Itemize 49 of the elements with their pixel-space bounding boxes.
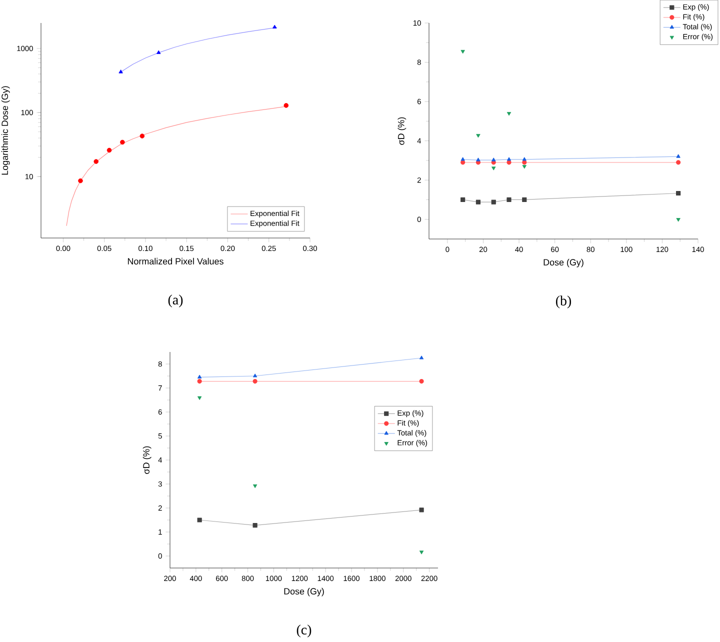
point [676, 154, 680, 158]
point [284, 103, 289, 108]
point [506, 112, 512, 116]
y-axis-title: σD (%) [398, 117, 406, 145]
x-axis-title: Dose (Gy) [544, 258, 584, 268]
point [460, 157, 465, 161]
point [506, 157, 512, 161]
text: (c) [296, 624, 312, 638]
point [491, 200, 496, 204]
point [522, 157, 526, 161]
y-axis-title: σD (%) [142, 446, 152, 474]
point [476, 134, 480, 138]
text: (b) [556, 296, 572, 308]
point [197, 518, 202, 522]
point [420, 356, 424, 360]
point [198, 374, 202, 379]
point [419, 378, 424, 384]
point [676, 218, 680, 222]
point [252, 378, 258, 384]
point [676, 190, 681, 196]
point [419, 508, 424, 512]
point [460, 50, 465, 54]
x-axis-title: Dose (Gy) [284, 588, 324, 596]
point [506, 197, 512, 202]
point [197, 378, 202, 384]
point [118, 70, 123, 74]
point [140, 134, 145, 138]
point [522, 165, 526, 169]
point [492, 158, 496, 162]
point [476, 200, 481, 204]
point [460, 197, 466, 202]
point [492, 166, 496, 170]
point [676, 160, 681, 165]
point [156, 50, 161, 54]
text: (a) [168, 294, 183, 308]
point [252, 522, 258, 528]
point [476, 158, 480, 162]
point [197, 396, 202, 400]
point [252, 484, 258, 488]
point [419, 550, 424, 554]
point [253, 374, 258, 378]
y-axis-title: Logarithmic Dose (Gy) [1, 86, 10, 175]
point [272, 24, 277, 28]
point [78, 178, 83, 184]
point [120, 140, 125, 145]
point [522, 197, 527, 202]
x-axis-title: Normalized Pixel Values [128, 258, 224, 264]
point [106, 148, 112, 153]
point [94, 159, 99, 164]
